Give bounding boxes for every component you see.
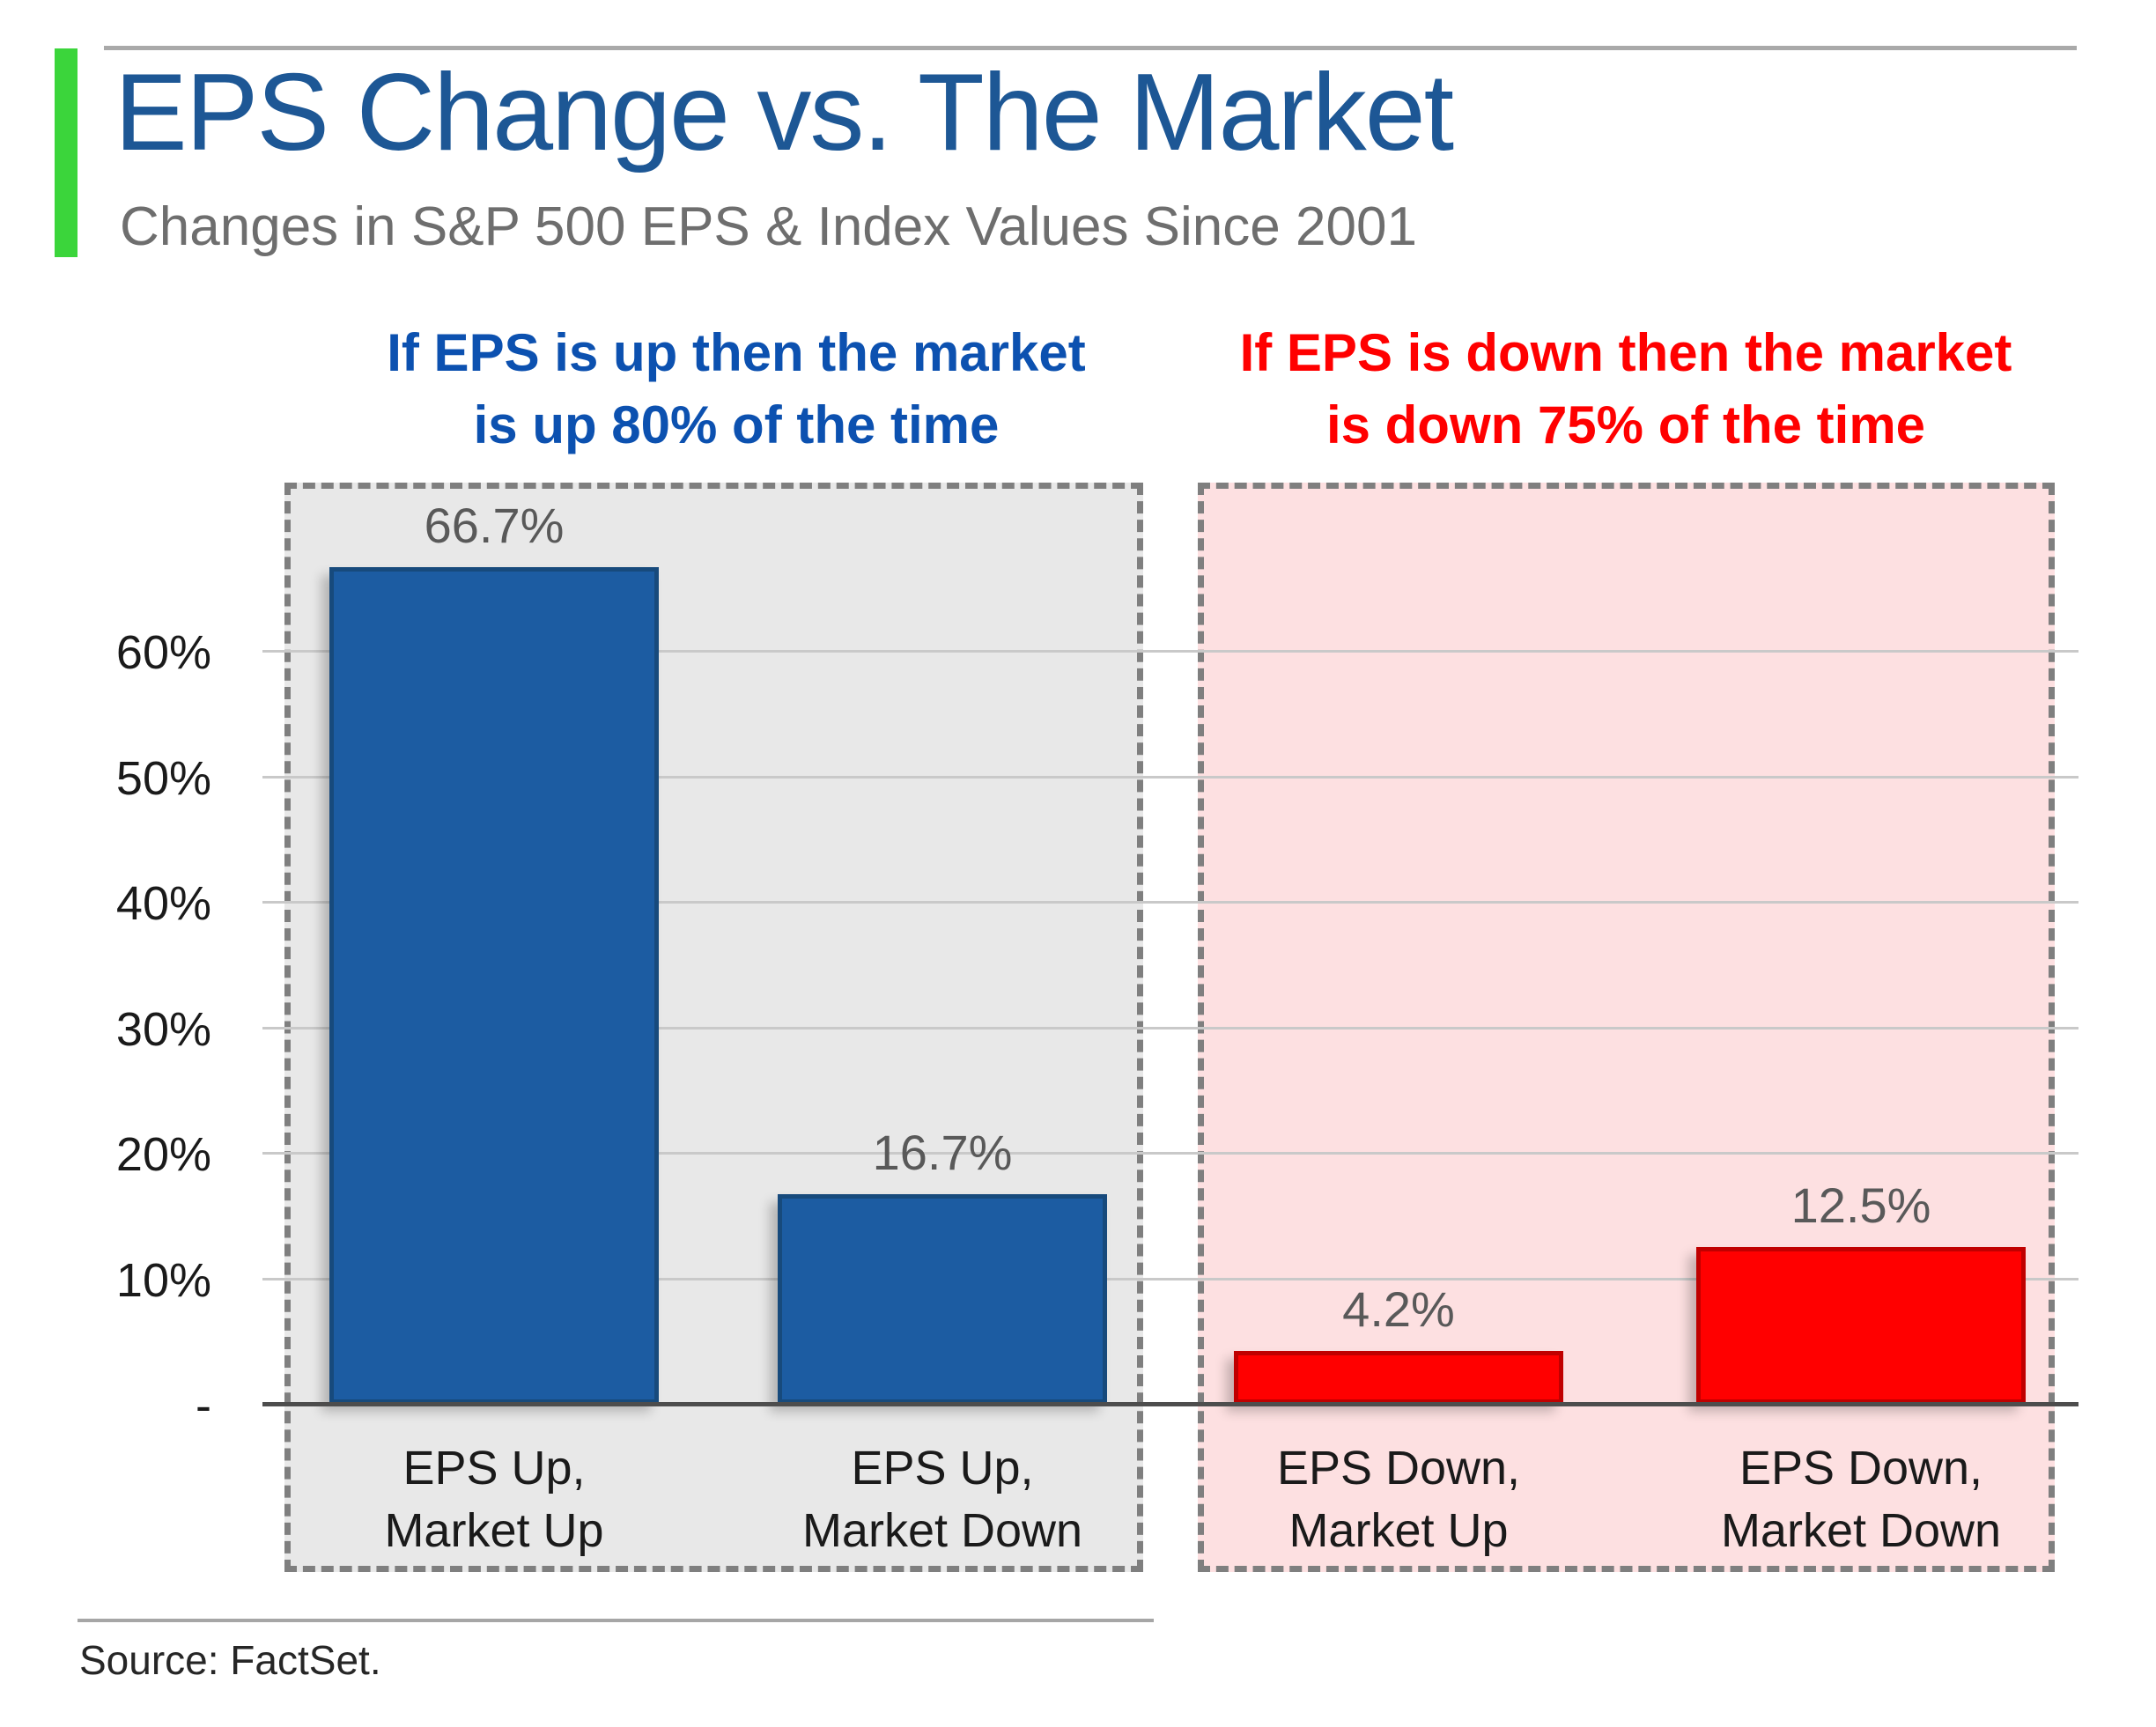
- gridline-50: [262, 775, 2078, 779]
- y-tick-label-30: 30%: [115, 1002, 211, 1056]
- y-tick-label-0: -: [196, 1379, 211, 1432]
- y-tick-label-50: 50%: [115, 751, 211, 805]
- bar-category-label-eps-up-market-up: EPS Up, Market Up: [256, 1437, 732, 1562]
- bar-eps-up-market-up: [329, 567, 659, 1404]
- header-divider-line: [104, 46, 2077, 50]
- bar-category-line2: Market Up: [1288, 1504, 1509, 1557]
- gridline-30: [262, 1026, 2078, 1030]
- bar-eps-down-market-up: [1234, 1351, 1563, 1404]
- annotation-eps-up-line2: is up 80% of the time: [473, 395, 1000, 454]
- bar-category-line1: EPS Down,: [1739, 1442, 1983, 1495]
- y-tick-label-10: 10%: [115, 1253, 211, 1307]
- bar-category-line2: Market Down: [1720, 1504, 2002, 1557]
- bar-eps-up-market-down: [778, 1194, 1107, 1404]
- bar-category-label-eps-down-market-up: EPS Down, Market Up: [1161, 1437, 1636, 1562]
- bar-category-line1: EPS Up,: [851, 1442, 1034, 1495]
- bar-eps-down-market-down: [1696, 1247, 2026, 1404]
- bar-value-label-eps-up-market-up: 66.7%: [424, 498, 565, 553]
- bar-value-label-eps-up-market-down: 16.7%: [872, 1125, 1013, 1180]
- bar-category-line1: EPS Up,: [402, 1442, 586, 1495]
- title-accent-bar: [55, 48, 78, 257]
- bar-category-line2: Market Up: [384, 1504, 604, 1557]
- gridline-20: [262, 1152, 2078, 1155]
- gridline-10: [262, 1277, 2078, 1280]
- x-axis-line: [262, 1402, 2078, 1406]
- y-tick-label-40: 40%: [115, 877, 211, 930]
- annotation-eps-down-line2: is down 75% of the time: [1325, 395, 1926, 454]
- page-subtitle: Changes in S&P 500 EPS & Index Values Si…: [120, 196, 1417, 257]
- source-divider-line: [78, 1619, 1154, 1622]
- bar-category-line2: Market Down: [801, 1504, 1083, 1557]
- bar-category-label-eps-down-market-down: EPS Down, Market Down: [1623, 1437, 2099, 1562]
- bar-category-label-eps-up-market-down: EPS Up, Market Down: [705, 1437, 1180, 1562]
- gridline-40: [262, 901, 2078, 904]
- annotation-eps-up: If EPS is up then the market is up 80% o…: [296, 317, 1177, 461]
- annotation-eps-down-line1: If EPS is down then the market: [1239, 323, 2012, 382]
- y-tick-label-20: 20%: [115, 1128, 211, 1181]
- bar-category-line1: EPS Down,: [1276, 1442, 1521, 1495]
- bar-value-label-eps-down-market-down: 12.5%: [1791, 1177, 1931, 1233]
- annotation-eps-up-line1: If EPS is up then the market: [387, 323, 1086, 382]
- page-title: EPS Change vs. The Market: [114, 52, 1454, 173]
- annotation-eps-down: If EPS is down then the market is down 7…: [1185, 317, 2066, 461]
- source-note: Source: FactSet.: [79, 1637, 381, 1683]
- y-tick-label-60: 60%: [115, 626, 211, 679]
- gridline-60: [262, 650, 2078, 653]
- bar-value-label-eps-down-market-up: 4.2%: [1342, 1281, 1455, 1337]
